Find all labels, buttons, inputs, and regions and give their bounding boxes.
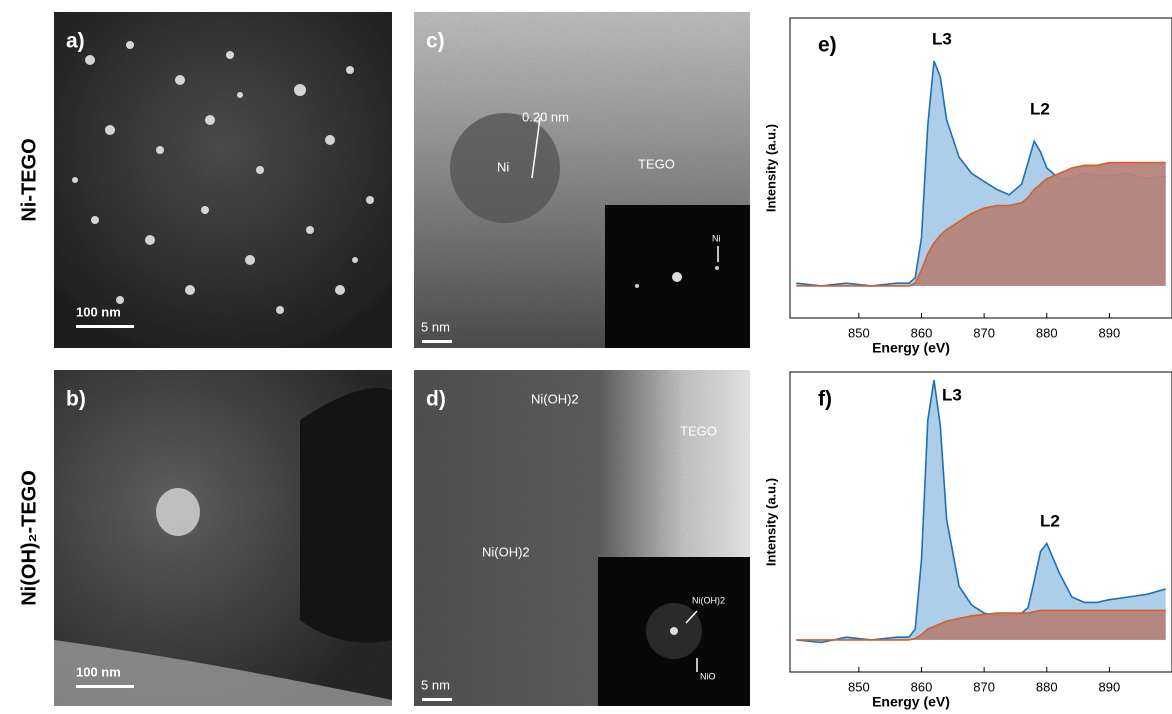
panel-label: f)	[818, 388, 832, 411]
peak-label: L2	[1040, 511, 1060, 530]
image-panel: b) 100 nm	[54, 370, 392, 706]
image-panel: Ni(OH)2 TEGO Ni(OH)2 d) Ni(OH)2 NiO 5 nm	[414, 370, 750, 706]
inset-annotation: Ni(OH)2	[692, 595, 725, 605]
x-tick-label: 890	[1099, 679, 1121, 694]
x-tick-label: 850	[848, 325, 870, 340]
x-tick-label: 880	[1036, 325, 1058, 340]
peak-label: L3	[932, 29, 952, 48]
x-tick-label: 880	[1036, 679, 1058, 694]
area-fill	[796, 380, 1165, 643]
row-label: Ni-TEGO	[18, 138, 40, 221]
y-axis-label: Intensity (a.u.)	[763, 124, 778, 212]
peak-label: L3	[942, 385, 962, 404]
row-label: Ni(OH)₂-TEGO	[18, 470, 40, 606]
x-tick-label: 890	[1099, 325, 1121, 340]
panel-label: b)	[66, 388, 86, 411]
scale-bar-label: 100 nm	[76, 304, 121, 319]
x-tick-label: 860	[911, 325, 933, 340]
panel-label: d)	[426, 388, 446, 411]
annotation: Ni(OH)2	[482, 544, 530, 559]
annotation: Ni(OH)2	[531, 391, 579, 406]
x-tick-label: 860	[911, 679, 933, 694]
image-panel: a) 100 nm	[54, 12, 392, 348]
image-panel: 0.20 nm Ni TEGO c) Ni 5 nm	[414, 12, 750, 348]
x-tick-label: 850	[848, 679, 870, 694]
panel-label: a)	[66, 30, 85, 53]
annotation: TEGO	[638, 156, 675, 171]
x-tick-label: 870	[973, 325, 995, 340]
y-axis-label: Intensity (a.u.)	[763, 478, 778, 566]
x-tick-label: 870	[973, 679, 995, 694]
scale-bar-label: 100 nm	[76, 664, 121, 679]
scale-bar-label: 5 nm	[421, 677, 450, 692]
peak-label: L2	[1030, 99, 1050, 118]
inset-annotation: Ni	[712, 233, 721, 243]
annotation: Ni	[497, 159, 509, 174]
figure: Ni-TEGO Ni(OH)₂-TEGO a) 100 nm b) 100 nm…	[0, 0, 1172, 714]
x-axis-label: Energy (eV)	[872, 340, 950, 356]
panel-label: e)	[818, 34, 837, 57]
x-axis-label: Energy (eV)	[872, 694, 950, 710]
inset-annotation: NiO	[700, 671, 716, 681]
annotation: 0.20 nm	[522, 109, 569, 124]
annotation: TEGO	[680, 423, 717, 438]
scale-bar-label: 5 nm	[421, 319, 450, 334]
panel-label: c)	[426, 30, 445, 53]
